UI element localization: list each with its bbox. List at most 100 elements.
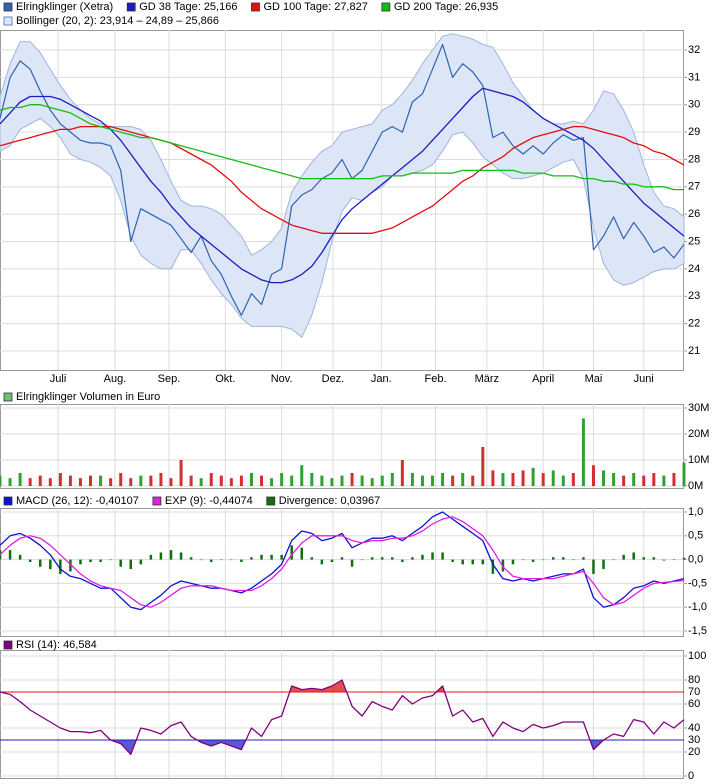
level-label: 70: [688, 686, 700, 698]
legend-swatch: [126, 2, 136, 12]
y-tick-label: 60: [688, 698, 700, 710]
x-tick-label: Dez.: [322, 373, 345, 385]
bar: [18, 554, 22, 560]
legend-swatch: [381, 2, 391, 12]
y-tick-label: -1,5: [688, 625, 707, 637]
bar: [0, 475, 2, 486]
legend-swatch: [251, 2, 260, 12]
bar: [622, 554, 625, 560]
bar: [451, 475, 455, 486]
bar: [159, 473, 163, 486]
bar: [380, 557, 384, 560]
y-tick-label: 30M: [688, 402, 709, 414]
bar: [89, 559, 92, 562]
y-tick-label: 26: [688, 208, 700, 220]
bar: [391, 557, 394, 560]
bar: [280, 554, 283, 560]
bar: [340, 475, 344, 486]
bar: [79, 559, 82, 565]
bar: [330, 559, 334, 562]
x-tick-label: Nov.: [271, 373, 293, 385]
bar: [260, 554, 263, 560]
bar: [370, 478, 374, 486]
y-tick-label: 0: [688, 770, 694, 782]
y-tick-label: 0,0: [688, 554, 703, 566]
y-tick-label: -1,0: [688, 601, 707, 613]
bar: [119, 473, 123, 486]
bar: [431, 475, 435, 486]
y-tick-label: 21: [688, 345, 700, 357]
panel-frame: [0, 404, 684, 489]
bar: [199, 559, 203, 561]
bar: [220, 559, 223, 561]
legend-label: GD 100 Tage: 27,827: [263, 1, 367, 13]
legend-label: Divergence: 0,03967: [279, 495, 381, 507]
bollinger-band: [0, 33, 685, 339]
bar: [119, 559, 122, 567]
x-tick-label: Mai: [585, 373, 603, 385]
bar: [672, 559, 676, 560]
x-tick-label: April: [532, 373, 554, 385]
bar: [139, 475, 143, 486]
bar: [421, 554, 424, 560]
bar: [562, 557, 565, 560]
bar: [300, 547, 304, 560]
bar: [249, 473, 253, 486]
bar: [360, 475, 364, 486]
bar: [491, 559, 495, 574]
bar: [662, 559, 666, 561]
bar: [149, 475, 153, 486]
bar: [59, 559, 62, 574]
bar: [320, 559, 324, 565]
bar: [390, 473, 394, 486]
y-tick-label: 0M: [688, 480, 703, 492]
y-tick-label: 40: [688, 722, 700, 734]
bar: [250, 557, 253, 560]
bar: [582, 557, 585, 560]
bar: [28, 559, 32, 562]
series-line: [0, 511, 685, 611]
bar: [410, 473, 414, 486]
y-tick-label: 80: [688, 674, 700, 686]
bar: [99, 559, 102, 562]
bar: [541, 559, 545, 561]
x-tick-label: Aug.: [104, 373, 127, 385]
legend-swatch: [3, 640, 13, 650]
bar: [652, 557, 656, 560]
legend-label: RSI (14): 46,584: [16, 639, 97, 651]
y-tick-label: 20M: [688, 428, 709, 440]
x-tick-label: Juli: [50, 373, 67, 385]
bar: [612, 559, 615, 561]
bar: [350, 559, 354, 567]
bar: [310, 473, 314, 486]
x-tick-label: Jan.: [371, 373, 392, 385]
level-label: 30: [688, 734, 700, 746]
bar: [89, 475, 93, 486]
y-tick-label: 10M: [688, 454, 709, 466]
bar: [682, 557, 686, 560]
bar: [591, 465, 595, 486]
series-line: [0, 104, 684, 191]
bar: [159, 552, 163, 560]
bar: [632, 473, 636, 486]
y-tick-label: 27: [688, 181, 700, 193]
bar: [531, 559, 535, 562]
bar: [642, 475, 646, 486]
bar: [350, 473, 354, 486]
bar: [632, 552, 635, 560]
legend-swatch: [3, 2, 13, 12]
bar: [260, 475, 264, 486]
bar: [230, 559, 233, 561]
y-tick-label: 30: [688, 99, 700, 111]
bar: [78, 478, 82, 486]
bar: [431, 552, 434, 560]
y-tick-label: 0,5: [688, 530, 703, 542]
bar: [571, 473, 575, 486]
x-tick-label: Feb.: [425, 373, 447, 385]
panel-frame: [0, 650, 684, 779]
legend-label: GD 38 Tage: 25,166: [139, 1, 237, 13]
bar: [49, 559, 52, 570]
bar: [48, 478, 52, 486]
bar: [581, 418, 585, 486]
